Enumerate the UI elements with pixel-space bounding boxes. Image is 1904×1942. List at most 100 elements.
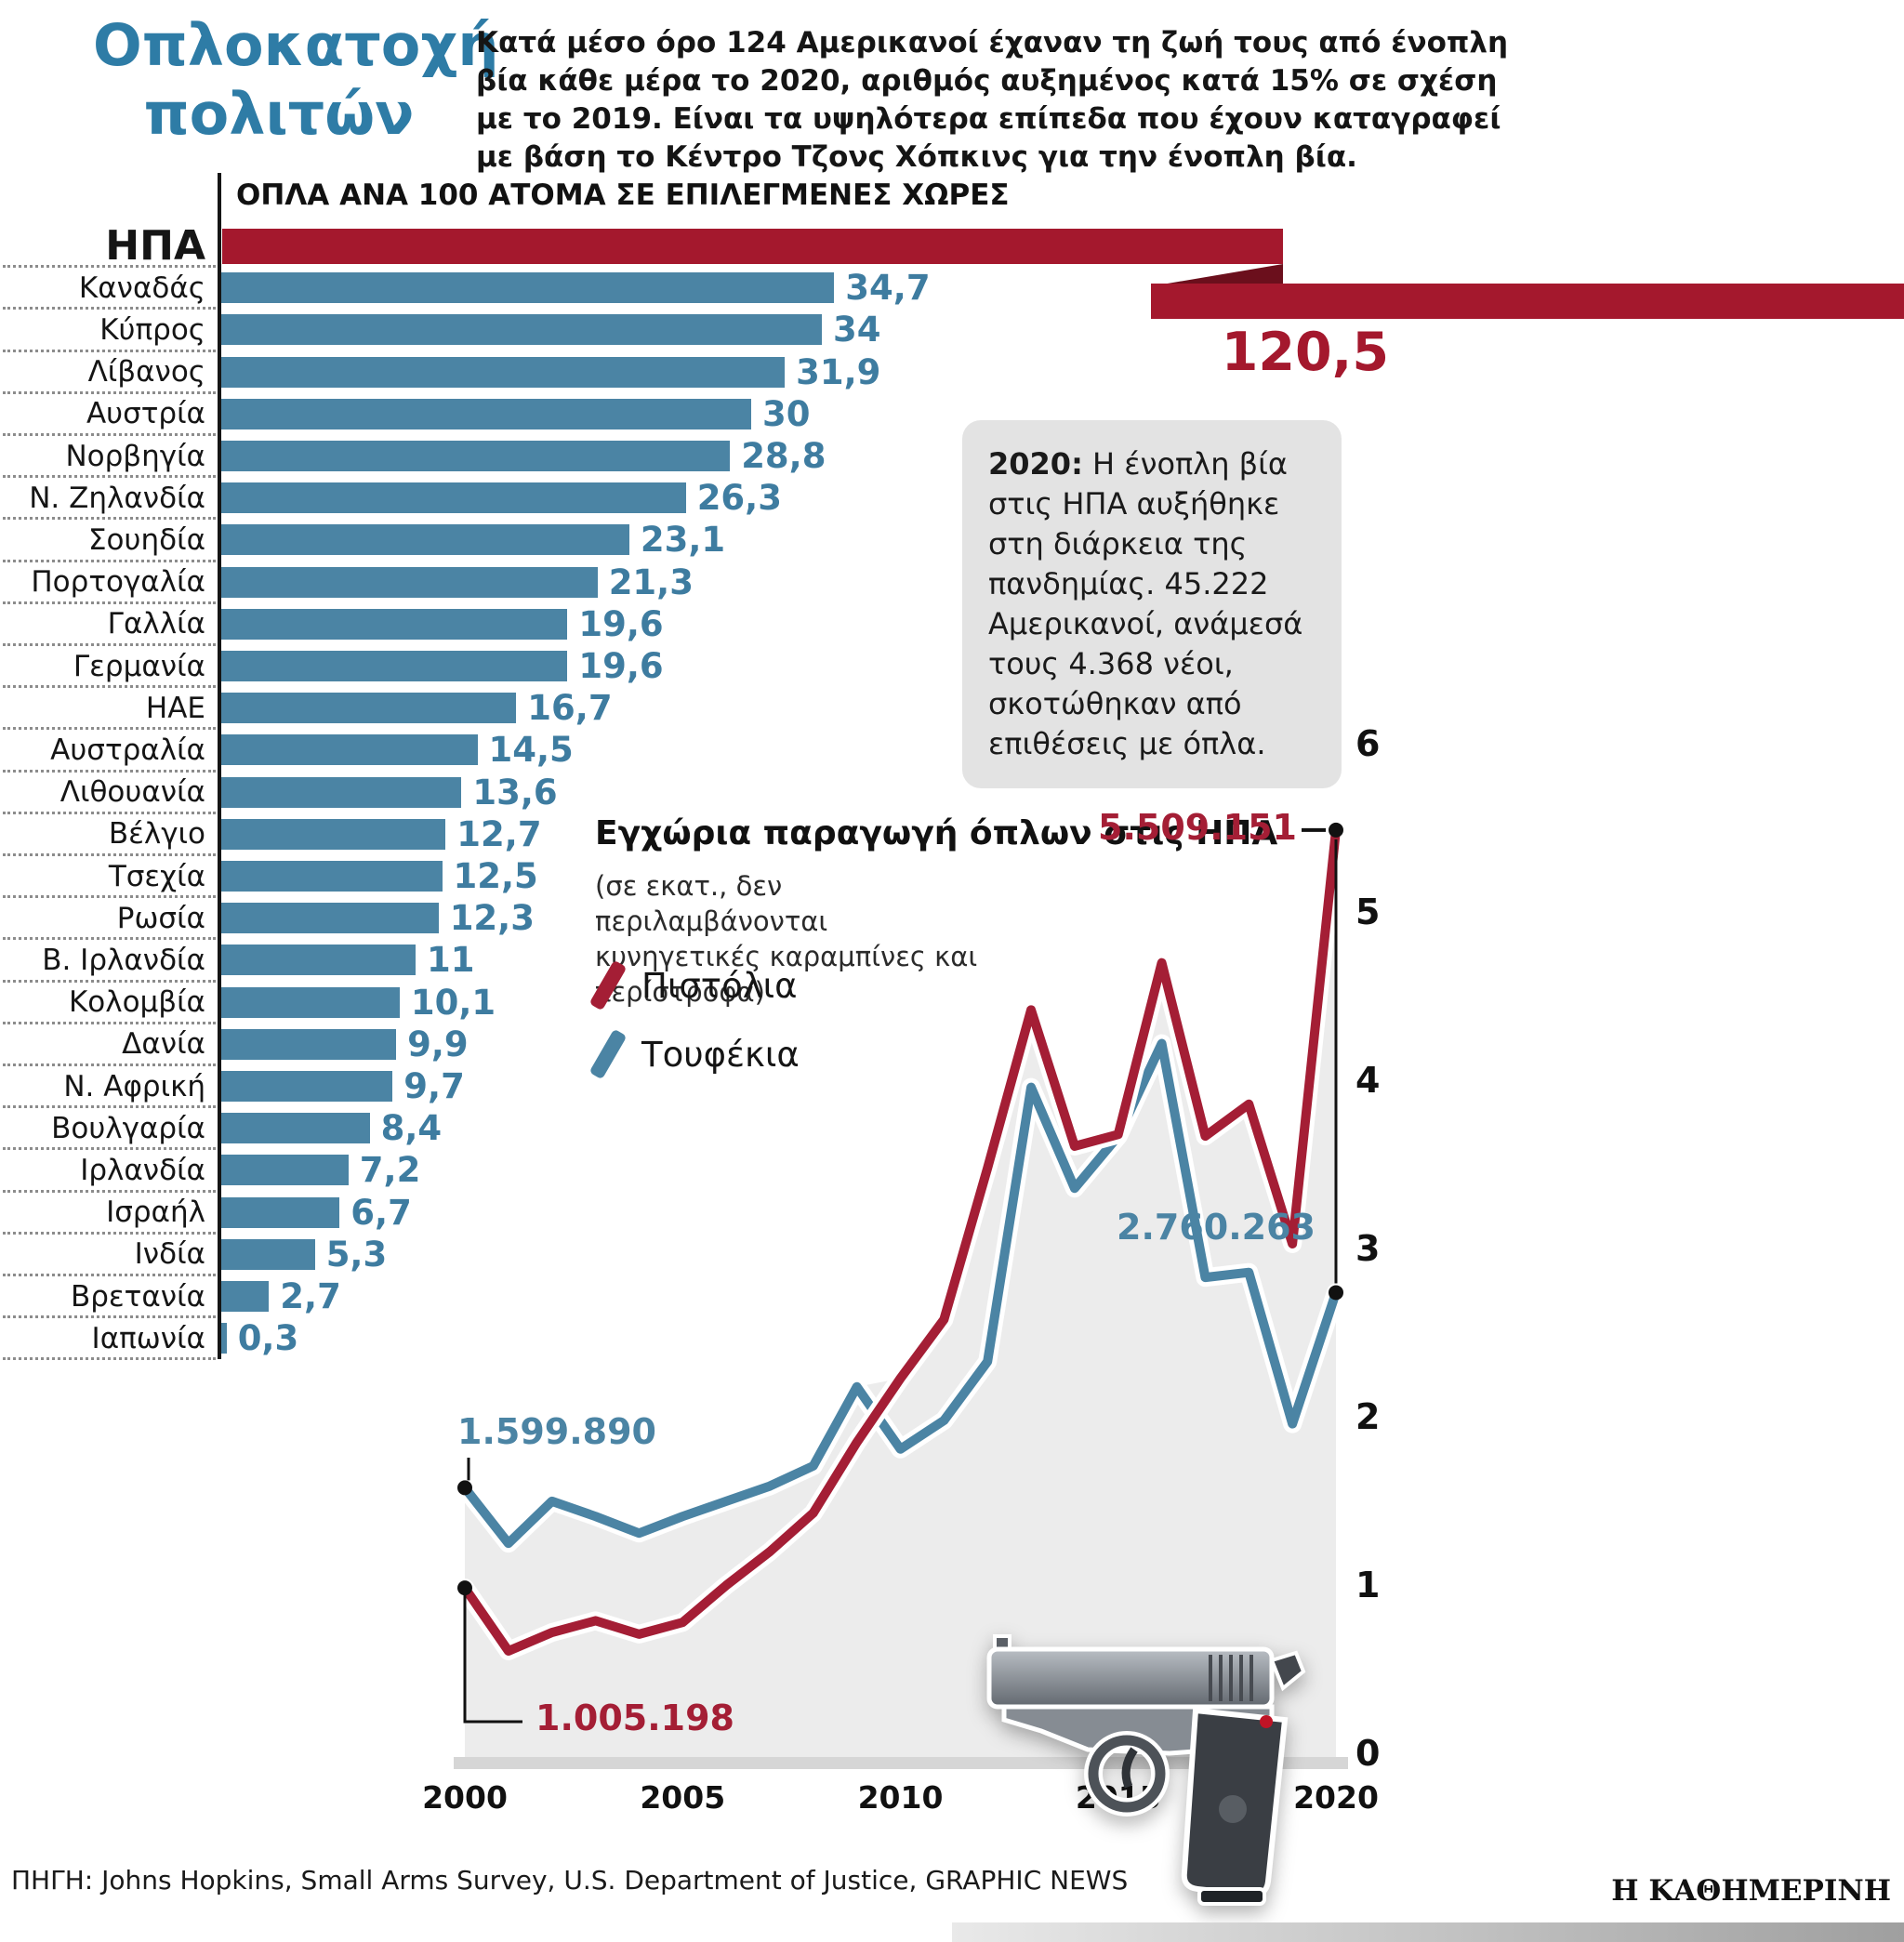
bar-value-label: 31,9	[796, 351, 881, 392]
country-label: Νορβηγία	[65, 439, 205, 473]
bar-row: Ιρλανδία 7,2	[0, 1149, 1904, 1193]
bar-value-label: 0,3	[237, 1318, 299, 1359]
bar-value-label: 34,7	[845, 268, 931, 309]
usa-ribbon-bar	[222, 229, 1904, 319]
bar-row: Σουηδία 23,1	[0, 519, 1904, 562]
country-bar	[221, 608, 568, 640]
country-bar	[221, 1196, 340, 1228]
y-axis-tick: 6	[1355, 723, 1381, 764]
country-bar	[221, 1281, 270, 1312]
country-label: Καναδάς	[78, 271, 205, 305]
country-bar	[221, 986, 400, 1018]
bar-row: Ινδία 5,3	[0, 1234, 1904, 1277]
info-box: 2020: Η ένοπλη βία στις ΗΠΑ αυξήθηκε στη…	[962, 420, 1342, 788]
country-bar	[221, 1071, 393, 1102]
bottom-strip	[952, 1922, 1904, 1942]
bar-value-label: 23,1	[640, 520, 726, 561]
country-label: Γερμανία	[73, 649, 205, 683]
legend-item-rifles: Τουφέκια	[588, 1026, 800, 1082]
bar-row: Β. Ιρλανδία 11	[0, 939, 1904, 983]
bar-row: Αυστραλία 14,5	[0, 729, 1904, 773]
bar-value-label: 2,7	[280, 1276, 341, 1317]
bar-row: Καναδάς 34,7	[0, 267, 1904, 310]
country-label: Ιρλανδία	[80, 1153, 205, 1187]
country-label: Τσεχία	[108, 859, 205, 893]
usa-ribbon-top	[222, 229, 1283, 264]
annotation-pistols-start: 1.005.198	[536, 1698, 734, 1738]
bar-row: Αυστρία 30	[0, 393, 1904, 437]
country-bar	[221, 818, 446, 850]
bar-row: Ιαπωνία 0,3	[0, 1317, 1904, 1361]
bar-chart-title: ΟΠΛΑ ΑΝΑ 100 ΑΤΟΜΑ ΣΕ ΕΠΙΛΕΓΜΕΝΕΣ ΧΩΡΕΣ	[236, 178, 1010, 212]
pistols-start-leader	[463, 1588, 522, 1724]
bar-value-label: 13,6	[472, 772, 558, 812]
bar-row: Ν. Αφρική 9,7	[0, 1065, 1904, 1109]
country-label: Ν. Αφρική	[63, 1069, 205, 1103]
bar-row: Ισραήλ 6,7	[0, 1192, 1904, 1235]
intro-text: Κατά μέσο όρο 124 Αμερικανοί έχαναν τη ζ…	[476, 26, 1509, 174]
y-axis-tick: 2	[1355, 1396, 1381, 1437]
country-label: Πορτογαλία	[31, 565, 205, 600]
country-bar	[221, 861, 443, 892]
pistol-trigger-guard	[1088, 1735, 1166, 1813]
country-label: Ισραήλ	[106, 1196, 205, 1230]
country-bar	[221, 776, 462, 808]
pistol-image	[986, 1634, 1306, 1906]
x-axis-tick: 2010	[857, 1779, 944, 1816]
bar-row: Βουλγαρία 8,4	[0, 1107, 1904, 1151]
usa-value-label: 120,5	[1221, 322, 1389, 383]
bar-value-label: 7,2	[359, 1150, 421, 1191]
bar-value-label: 28,8	[741, 436, 826, 477]
bar-row: Κύπρος 34	[0, 309, 1904, 352]
bar-value-label: 14,5	[488, 730, 574, 771]
pistol-magazine-base	[1197, 1887, 1266, 1906]
country-bar	[221, 903, 439, 934]
line-chart-title: Εγχώρια παραγωγή όπλων στις ΗΠΑ	[595, 814, 1278, 852]
country-bar	[221, 566, 598, 598]
bar-value-label: 12,5	[453, 856, 538, 897]
country-label: Βουλγαρία	[51, 1111, 205, 1145]
country-label: Βέλγιο	[108, 817, 205, 852]
publisher-logo: Η ΚΑΘΗΜΕΡΙΝΗ	[1611, 1874, 1891, 1908]
country-label: Κύπρος	[99, 312, 205, 347]
country-bar	[221, 1323, 227, 1354]
country-bar	[221, 1238, 315, 1270]
country-label: Λίβανος	[87, 355, 205, 390]
data-point-dot	[457, 1580, 472, 1596]
bar-value-label: 12,7	[456, 813, 542, 854]
pistol-red-pin	[1260, 1715, 1273, 1728]
x-axis-tick: 2005	[640, 1779, 726, 1816]
legend-item-pistols: Πιστόλια	[588, 958, 798, 1013]
country-bar	[221, 482, 686, 514]
country-label: ΗΠΑ	[105, 222, 205, 271]
bar-value-label: 12,3	[449, 898, 535, 939]
country-label: Κολομβία	[68, 985, 205, 1020]
country-label: Ρωσία	[116, 901, 205, 935]
y-axis-tick: 3	[1355, 1228, 1381, 1269]
line-chart-subtitle: (σε εκατ., δεν περιλαμβάνονται κυνηγετικ…	[595, 870, 978, 1008]
country-bar	[221, 1028, 397, 1060]
bar-row: Νορβηγία 28,8	[0, 435, 1904, 479]
usa-ribbon-bottom	[1151, 284, 1904, 319]
rifles-legend-label: Τουφέκια	[641, 1034, 800, 1075]
page-title-line2: πολιτών	[143, 80, 415, 148]
y-axis-tick: 0	[1355, 1733, 1381, 1774]
y-axis-tick: 5	[1355, 892, 1381, 932]
x-axis-tick: 2020	[1293, 1779, 1379, 1816]
country-label: Βρετανία	[70, 1279, 205, 1314]
bar-row: Λιθουανία 13,6	[0, 772, 1904, 814]
country-bar	[221, 356, 786, 388]
bar-value-label: 34	[833, 310, 881, 350]
country-bar	[221, 1113, 370, 1144]
usa-ribbon-fold	[1151, 264, 1283, 286]
pistols-legend-label: Πιστόλια	[641, 965, 798, 1006]
bar-value-label: 9,9	[407, 1024, 469, 1064]
bar-row: Γαλλία 19,6	[0, 603, 1904, 647]
info-box-text: Η ένοπλη βία στις ΗΠΑ αυξήθηκε στη διάρκ…	[988, 446, 1303, 761]
country-label: Δανία	[122, 1027, 205, 1062]
country-label: Γαλλία	[107, 607, 205, 641]
bar-row: Πορτογαλία 21,3	[0, 561, 1904, 604]
country-bar	[221, 1155, 349, 1186]
country-bar	[221, 272, 835, 304]
data-point-dot	[457, 1480, 472, 1496]
